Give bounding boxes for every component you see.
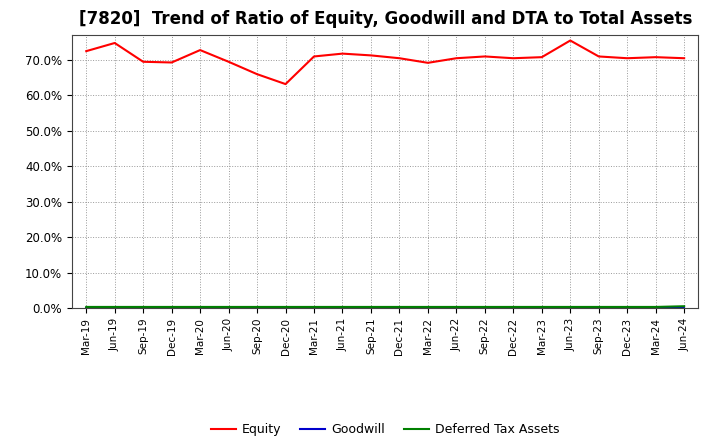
Goodwill [395, 305, 404, 311]
Equity [623, 55, 631, 61]
Goodwill [196, 305, 204, 311]
Equity [595, 54, 603, 59]
Deferred Tax Assets [82, 304, 91, 310]
Equity [423, 60, 432, 66]
Equity [509, 55, 518, 61]
Title: [7820]  Trend of Ratio of Equity, Goodwill and DTA to Total Assets: [7820] Trend of Ratio of Equity, Goodwil… [78, 10, 692, 28]
Equity [253, 72, 261, 77]
Goodwill [110, 305, 119, 311]
Equity [452, 55, 461, 61]
Equity [225, 59, 233, 64]
Deferred Tax Assets [310, 304, 318, 310]
Goodwill [595, 305, 603, 311]
Equity [338, 51, 347, 56]
Goodwill [623, 305, 631, 311]
Line: Deferred Tax Assets: Deferred Tax Assets [86, 306, 684, 307]
Equity [139, 59, 148, 64]
Goodwill [310, 305, 318, 311]
Goodwill [225, 305, 233, 311]
Equity [537, 55, 546, 60]
Deferred Tax Assets [282, 304, 290, 310]
Equity [82, 48, 91, 54]
Deferred Tax Assets [537, 304, 546, 310]
Deferred Tax Assets [253, 304, 261, 310]
Goodwill [537, 305, 546, 311]
Deferred Tax Assets [623, 304, 631, 310]
Goodwill [680, 305, 688, 311]
Deferred Tax Assets [423, 304, 432, 310]
Deferred Tax Assets [167, 304, 176, 310]
Goodwill [566, 305, 575, 311]
Deferred Tax Assets [452, 304, 461, 310]
Goodwill [452, 305, 461, 311]
Equity [680, 55, 688, 61]
Equity [480, 54, 489, 59]
Deferred Tax Assets [480, 304, 489, 310]
Equity [566, 38, 575, 43]
Deferred Tax Assets [509, 304, 518, 310]
Goodwill [139, 305, 148, 311]
Deferred Tax Assets [395, 304, 404, 310]
Equity [110, 40, 119, 46]
Goodwill [366, 305, 375, 311]
Equity [282, 81, 290, 87]
Deferred Tax Assets [366, 304, 375, 310]
Equity [652, 55, 660, 60]
Legend: Equity, Goodwill, Deferred Tax Assets: Equity, Goodwill, Deferred Tax Assets [206, 418, 564, 440]
Deferred Tax Assets [225, 304, 233, 310]
Deferred Tax Assets [110, 304, 119, 310]
Deferred Tax Assets [139, 304, 148, 310]
Equity [167, 60, 176, 65]
Goodwill [82, 305, 91, 311]
Goodwill [338, 305, 347, 311]
Equity [366, 53, 375, 58]
Goodwill [167, 305, 176, 311]
Equity [310, 54, 318, 59]
Deferred Tax Assets [595, 304, 603, 310]
Deferred Tax Assets [652, 304, 660, 310]
Goodwill [282, 305, 290, 311]
Deferred Tax Assets [196, 304, 204, 310]
Line: Equity: Equity [86, 40, 684, 84]
Deferred Tax Assets [680, 304, 688, 309]
Deferred Tax Assets [566, 304, 575, 310]
Goodwill [652, 305, 660, 311]
Equity [196, 48, 204, 53]
Goodwill [253, 305, 261, 311]
Goodwill [480, 305, 489, 311]
Deferred Tax Assets [338, 304, 347, 310]
Goodwill [509, 305, 518, 311]
Equity [395, 55, 404, 61]
Goodwill [423, 305, 432, 311]
